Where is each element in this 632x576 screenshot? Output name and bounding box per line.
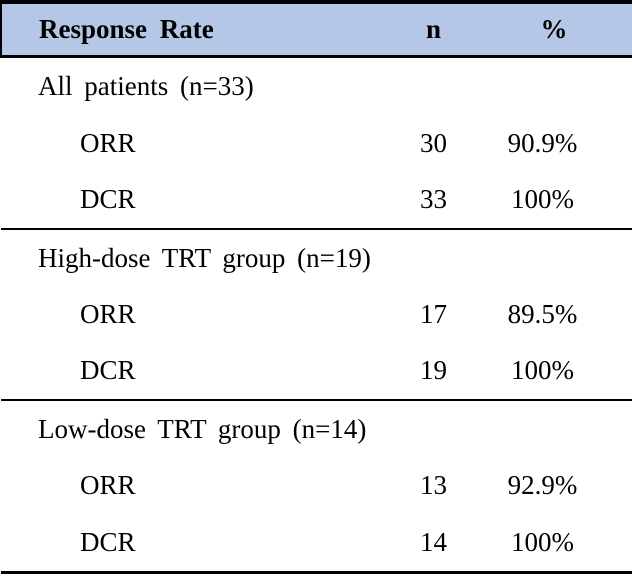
section-title-all-patients: All patients (n=33) (1, 56, 632, 116)
table-header-row: Response Rate n % (0, 0, 632, 58)
row-label-orr: ORR (1, 457, 391, 514)
section-title-row: High-dose TRT group (n=19) (1, 228, 632, 287)
header-percent: % (476, 0, 632, 58)
cell-n: 30 (391, 115, 476, 172)
cell-pct: 89.5% (476, 286, 632, 343)
row-label-orr: ORR (1, 286, 391, 343)
row-label-dcr: DCR (1, 513, 391, 574)
table-row: DCR 14 100% (1, 513, 632, 574)
row-label-dcr: DCR (1, 171, 391, 230)
table-row: DCR 19 100% (1, 342, 632, 402)
table-row: ORR 30 90.9% (1, 115, 632, 172)
row-label-dcr: DCR (1, 342, 391, 402)
row-label-orr: ORR (1, 115, 391, 172)
table-row: ORR 17 89.5% (1, 286, 632, 343)
table-row: ORR 13 92.9% (1, 457, 632, 514)
section-title-high-dose: High-dose TRT group (n=19) (1, 228, 632, 287)
section-title-row: Low-dose TRT group (n=14) (1, 400, 632, 458)
cell-pct: 90.9% (476, 115, 632, 172)
cell-pct: 100% (476, 513, 632, 574)
cell-pct: 100% (476, 171, 632, 230)
cell-n: 19 (391, 342, 476, 402)
cell-n: 14 (391, 513, 476, 574)
section-title-low-dose: Low-dose TRT group (n=14) (1, 400, 632, 458)
cell-n: 17 (391, 286, 476, 343)
section-title-row: All patients (n=33) (1, 56, 632, 116)
table-row: DCR 33 100% (1, 171, 632, 230)
header-response-rate: Response Rate (0, 0, 391, 58)
cell-pct: 100% (476, 342, 632, 402)
cell-n: 33 (391, 171, 476, 230)
cell-pct: 92.9% (476, 457, 632, 514)
header-n: n (391, 0, 476, 58)
cell-n: 13 (391, 457, 476, 514)
